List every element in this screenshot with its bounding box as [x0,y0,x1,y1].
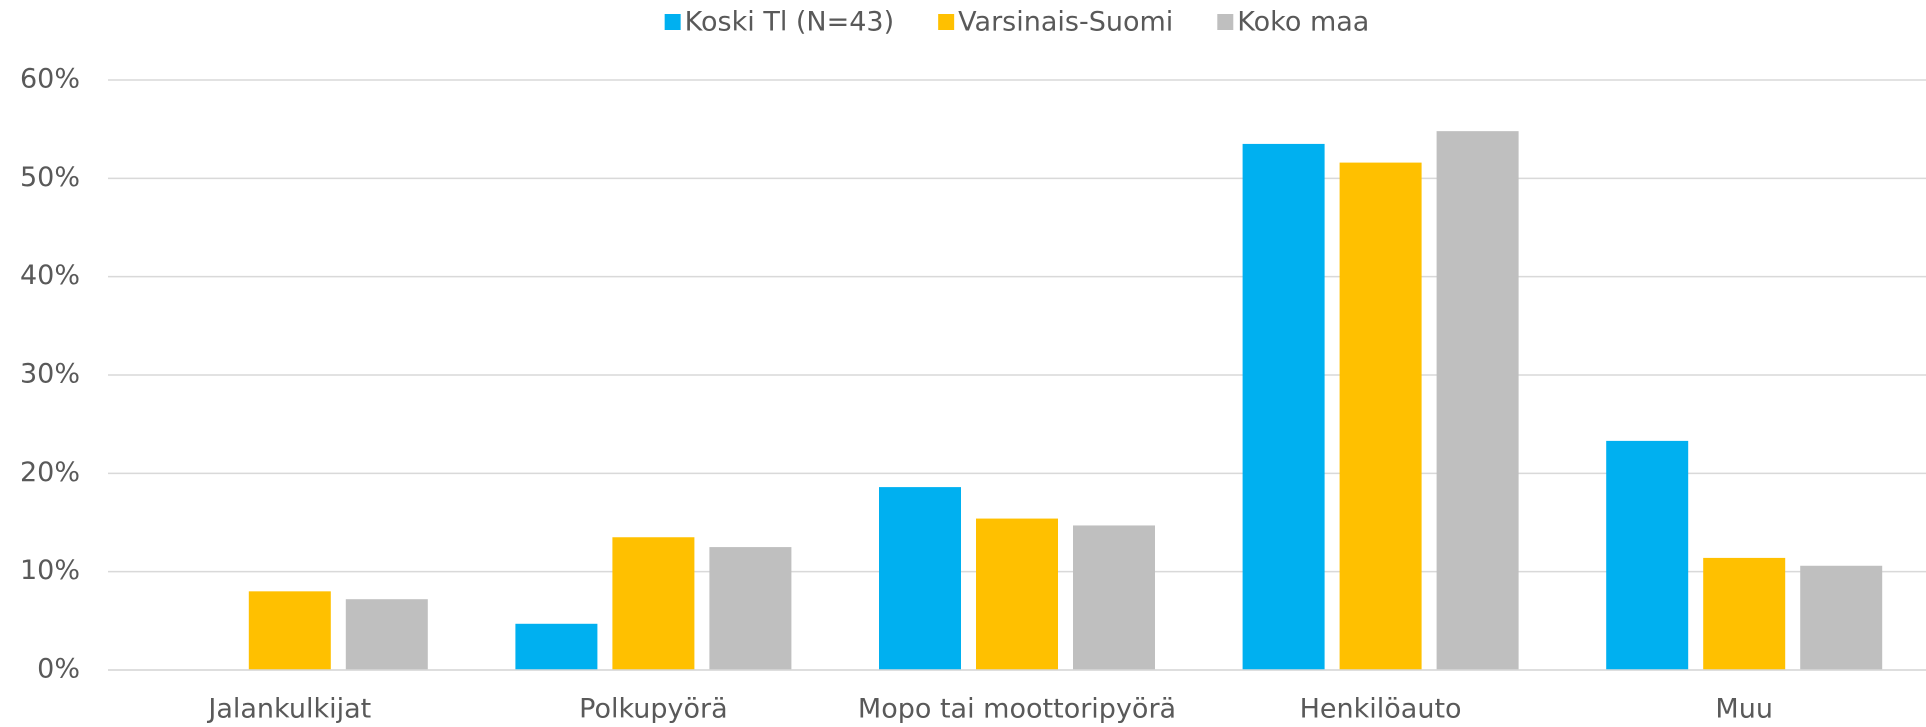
y-tick-label: 10% [20,555,80,586]
bar [1606,440,1689,670]
y-tick-label: 60% [20,64,80,95]
bar [345,599,428,670]
x-tick-label: Jalankulkijat [206,694,371,725]
bar [1436,131,1519,671]
legend-item: Koski Tl (N=43) [664,7,895,38]
bar [1242,143,1325,670]
bar [709,547,792,670]
bar [1073,525,1155,670]
x-tick-label: Mopo tai moottoripyörä [858,694,1176,725]
legend: Koski Tl (N=43) Varsinais-Suomi Koko maa [664,7,1369,38]
legend-swatch [938,14,955,30]
bar [1800,565,1883,670]
bar [1339,162,1422,670]
x-tick-label: Henkilöauto [1300,694,1462,725]
bar [612,537,695,670]
bar [1703,557,1786,670]
legend-label: Varsinais-Suomi [958,7,1173,38]
bar [515,623,598,670]
y-tick-label: 20% [20,457,80,488]
x-tick-label: Muu [1715,694,1773,725]
y-tick-label: 30% [20,359,80,390]
x-tick-label: Polkupyörä [579,694,728,725]
bar [248,591,331,670]
legend-item: Varsinais-Suomi [938,7,1173,38]
legend-label: Koko maa [1237,7,1369,38]
bar [976,518,1058,670]
bar [879,487,961,670]
legend-item: Koko maa [1217,7,1369,38]
y-tick-label: 0% [37,654,80,685]
legend-swatch [1217,14,1234,30]
y-tick-label: 50% [20,162,80,193]
y-tick-label: 40% [20,260,80,291]
legend-swatch [664,14,681,30]
legend-label: Koski Tl (N=43) [685,7,895,38]
